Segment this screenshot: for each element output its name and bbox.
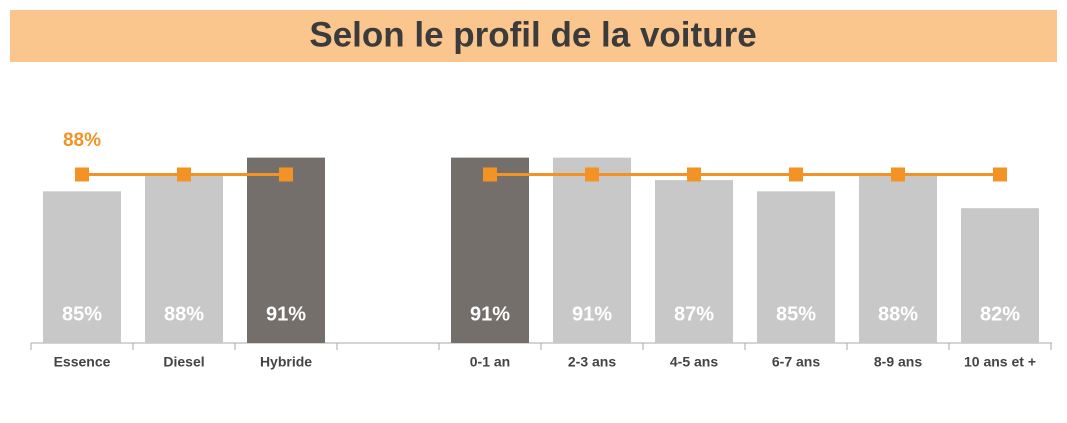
- line-marker: [687, 167, 701, 182]
- line-marker: [789, 167, 803, 182]
- line-marker: [75, 167, 89, 182]
- bar: [553, 157, 631, 343]
- bar: [451, 157, 529, 343]
- line-marker: [891, 167, 905, 182]
- bar: [655, 180, 733, 343]
- x-tick-label: 0-1 an: [470, 354, 510, 370]
- chart-title: Selon le profil de la voiture: [309, 15, 756, 54]
- data-label: 88%: [878, 303, 918, 325]
- bar: [145, 174, 223, 343]
- data-label: 82%: [980, 303, 1020, 325]
- x-tick-label: 8-9 ans: [874, 354, 922, 370]
- data-label: 91%: [470, 303, 510, 325]
- x-tick-label: Hybride: [260, 354, 312, 370]
- line-marker: [177, 167, 191, 182]
- data-label: 87%: [674, 303, 714, 325]
- data-label: 91%: [266, 303, 306, 325]
- bar: [43, 191, 121, 343]
- data-label: 91%: [572, 303, 612, 325]
- line-marker: [993, 167, 1007, 182]
- line-marker: [483, 167, 497, 182]
- x-tick-label: 4-5 ans: [670, 354, 718, 370]
- bar: [859, 174, 937, 343]
- bar: [247, 157, 325, 343]
- x-tick-label: 10 ans et +: [964, 354, 1036, 370]
- line-label: 88%: [63, 130, 101, 151]
- title-band: [10, 10, 1057, 62]
- x-tick-label: Essence: [54, 354, 111, 370]
- line-marker: [279, 167, 293, 182]
- x-tick-label: Diesel: [163, 354, 204, 370]
- bar: [757, 191, 835, 343]
- line-marker: [585, 167, 599, 182]
- data-label: 88%: [164, 303, 204, 325]
- bar: [961, 208, 1039, 343]
- data-label: 85%: [776, 303, 816, 325]
- data-label: 85%: [62, 303, 102, 325]
- x-tick-label: 2-3 ans: [568, 354, 616, 370]
- x-tick-label: 6-7 ans: [772, 354, 820, 370]
